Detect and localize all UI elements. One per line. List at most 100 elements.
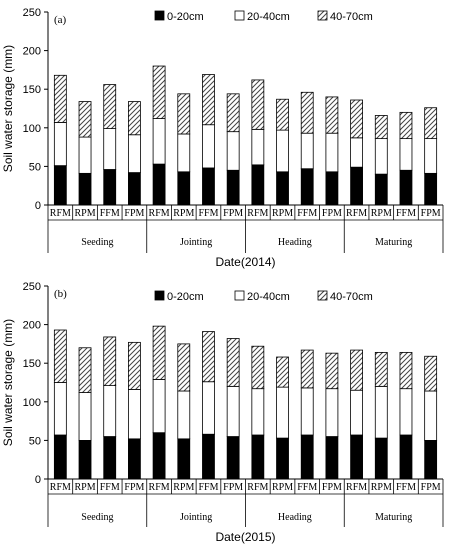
x-group-label: Heading [278,237,312,248]
bar-20-40cm [128,389,141,440]
x-tick-label: FPM [124,482,144,493]
y-tick-label: 0 [35,474,41,486]
y-tick-label: 200 [23,46,41,58]
chart-panel-a: 0 50 100 150 200 250 Soil water storage (mm) (a… [1,7,444,269]
legend-label: 20-40cm [247,11,290,23]
bar-20-40cm [226,385,240,437]
x-tick-label: FFM [100,482,120,493]
bar-40-70cm [128,341,141,390]
x-group-label: Seeding [81,237,113,248]
bar-0-20cm [103,169,117,206]
bar-20-40cm [350,137,363,168]
bar-40-70cm [202,331,215,383]
x-tick-label: RPM [272,208,293,219]
y-tick-label: 50 [29,161,41,173]
x-tick-label: RFM [346,482,367,493]
bar-0-20cm [202,433,215,480]
x-tick-label: RFM [149,482,170,493]
bar-20-40cm [424,390,438,441]
bar-40-70cm [325,352,339,390]
bar-20-40cm [152,118,166,165]
x-tick-label: RFM [50,482,71,493]
bar-0-20cm [276,171,289,206]
bar-40-70cm [128,101,141,136]
bar-0-20cm [374,437,388,480]
bar-0-20cm [177,171,191,206]
bar-40-70cm [177,343,191,392]
legend-swatch [154,10,165,21]
x-tick-label: FFM [297,208,317,219]
x-tick-label: FFM [198,208,218,219]
bar-0-20cm [399,169,413,206]
y-tick-label: 100 [23,397,41,409]
y-tick-label: 0 [35,200,41,212]
legend-label: 20-40cm [247,291,290,303]
y-tick-label: 50 [29,435,41,447]
bar-20-40cm [177,390,191,440]
bar-40-70cm [276,98,289,131]
x-tick-label: FPM [421,208,441,219]
bar-40-70cm [251,79,265,130]
x-tick-label: RPM [272,482,293,493]
x-tick-label: RFM [247,482,268,493]
bar-20-40cm [325,388,339,437]
x-group-label: Maturing [375,512,412,523]
bar-0-20cm [103,436,117,480]
legend-swatch [234,10,245,21]
bar-40-70cm [276,356,289,388]
x-tick-label: FPM [124,208,144,219]
bar-20-40cm [128,134,141,173]
bar-0-20cm [300,168,314,206]
bar-0-20cm [78,439,92,480]
bar-20-40cm [177,133,191,173]
bar-20-40cm [53,382,67,436]
x-tick-label: FPM [223,208,243,219]
x-tick-label: RPM [74,482,95,493]
y-tick-label: 250 [23,281,41,293]
x-tick-label: RFM [346,208,367,219]
y-tick-label: 250 [23,7,41,19]
x-tick-label: FFM [297,482,317,493]
bar-40-70cm [152,325,166,380]
bar-40-70cm [226,93,240,133]
x-tick-label: FPM [322,208,342,219]
x-group-label: Seeding [81,512,113,523]
y-tick-label: 100 [23,123,41,135]
bar-0-20cm [251,434,265,480]
bar-40-70cm [399,111,413,140]
bar-0-20cm [226,436,240,480]
bar-40-70cm [424,355,438,392]
bar-0-20cm [276,437,289,480]
bar-20-40cm [226,131,240,171]
bar-0-20cm [226,169,240,206]
bar-40-70cm [152,65,166,119]
bar-0-20cm [53,434,67,480]
bar-20-40cm [300,387,314,436]
legend-swatch [317,10,328,21]
bar-0-20cm [177,438,191,480]
bar-0-20cm [424,172,438,206]
bar-40-70cm [53,329,67,383]
x-tick-label: FPM [223,482,243,493]
bar-40-70cm [78,347,92,393]
bar-0-20cm [251,164,265,206]
bar-20-40cm [399,138,413,171]
bar-0-20cm [350,166,363,206]
legend-swatch [234,290,245,301]
x-group-label: Heading [278,512,312,523]
bar-40-70cm [103,84,117,129]
bar-0-20cm [424,439,438,480]
y-axis-label: Soil water storage (mm) [1,319,15,446]
bar-20-40cm [374,385,388,439]
bar-0-20cm [128,438,141,480]
bar-20-40cm [152,379,166,434]
legend-label: 40-70cm [330,11,373,23]
x-tick-label: RPM [173,482,194,493]
bar-20-40cm [276,386,289,439]
bar-0-20cm [53,165,67,206]
x-axis-label: Date(2014) [215,255,275,269]
bar-40-70cm [300,349,314,389]
bar-40-70cm [226,338,240,387]
bar-20-40cm [78,136,92,174]
